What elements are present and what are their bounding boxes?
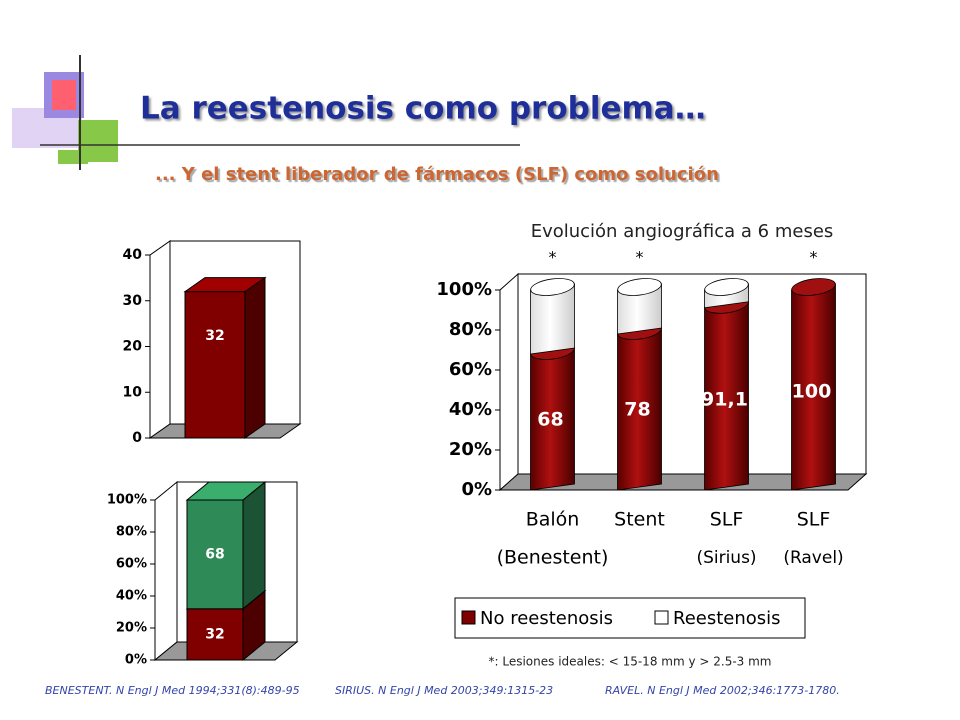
y-tick-label: 40% — [116, 589, 147, 604]
legend-box — [454, 597, 806, 639]
bar-side — [242, 480, 266, 610]
reference: SIRIUS. N Engl J Med 2003;349:1315-23 — [335, 684, 553, 697]
y-tick-label: 80% — [116, 525, 147, 540]
plot-wall — [499, 272, 519, 492]
y-tick-label: 10 — [123, 384, 143, 400]
x-sublabel: (Sirius) — [696, 548, 756, 568]
bar-top — [183, 277, 267, 293]
y-tick-label: 20% — [116, 621, 147, 636]
annotation: * — [636, 248, 644, 267]
plot-wall — [154, 480, 178, 662]
bar — [186, 499, 244, 610]
plot-floor — [498, 473, 868, 491]
legend-swatch — [461, 610, 476, 625]
y-tick-label: 100% — [436, 279, 492, 300]
bar-top — [530, 278, 575, 296]
value-label: 32 — [205, 328, 224, 344]
y-tick-label: 0 — [132, 430, 142, 446]
x-sublabel: (Ravel) — [783, 548, 843, 568]
footnote: *: Lesiones ideales: < 15-18 mm y > 2.5-… — [489, 655, 772, 669]
x-tick-label: Balón — [526, 509, 580, 531]
slide-subtitle: ... Y el stent liberador de fármacos (SL… — [155, 164, 719, 185]
bar-top — [185, 481, 267, 501]
y-tick-label: 60% — [116, 557, 147, 572]
slide-title: La reestenosis como problema… — [140, 91, 706, 127]
annotation: * — [549, 248, 557, 267]
value-label: 32 — [205, 626, 224, 642]
plot-wall — [149, 240, 171, 439]
y-tick-label: 0% — [461, 479, 492, 500]
x-sublabel: (Benestent) — [497, 547, 609, 569]
x-tick-label: Stent — [614, 509, 665, 531]
x-tick-label: SLF — [710, 509, 744, 531]
legend-swatch — [654, 610, 669, 625]
bar-top — [617, 278, 662, 296]
y-tick-label: 60% — [449, 359, 492, 380]
bar — [184, 291, 246, 439]
y-tick-label: 0% — [125, 653, 147, 668]
bar-top — [791, 278, 836, 296]
legend-label: No reestenosis — [480, 608, 613, 629]
value-label: 68 — [537, 409, 563, 431]
annotation: * — [810, 248, 818, 267]
bar-top — [704, 278, 749, 296]
reference: RAVEL. N Engl J Med 2002;346:1773-1780. — [605, 684, 840, 697]
x-tick-label: SLF — [797, 509, 831, 531]
logo-decoration — [12, 55, 520, 170]
bar-side — [244, 276, 266, 439]
bar — [186, 608, 244, 661]
y-tick-label: 30 — [123, 293, 143, 309]
y-tick-label: 40% — [449, 399, 492, 420]
reference: BENESTENT. N Engl J Med 1994;331(8):489-… — [45, 684, 300, 697]
y-tick-label: 100% — [107, 493, 147, 508]
chart-title: Evolución angiográfica a 6 meses — [531, 221, 834, 242]
y-tick-label: 20% — [449, 439, 492, 460]
value-label: 91,1 — [701, 389, 748, 411]
value-label: 68 — [205, 546, 224, 562]
y-tick-label: 40 — [123, 247, 143, 263]
value-label: 78 — [624, 399, 650, 421]
y-tick-label: 80% — [449, 319, 492, 340]
value-label: 100 — [792, 381, 832, 403]
legend-label: Reestenosis — [673, 608, 781, 629]
y-tick-label: 20 — [123, 339, 143, 355]
